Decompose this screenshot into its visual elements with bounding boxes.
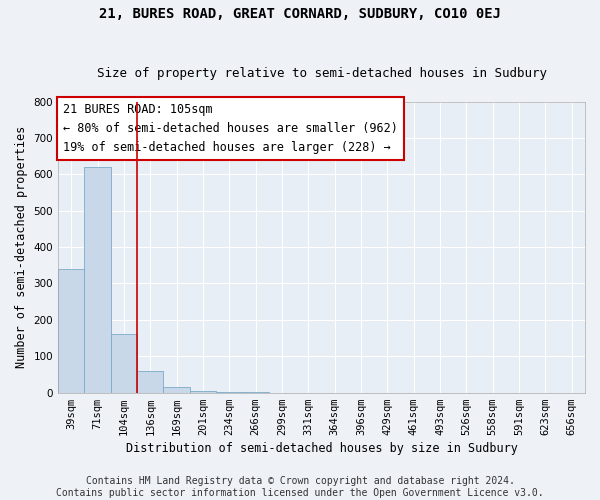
Bar xyxy=(58,269,85,392)
Text: Contains HM Land Registry data © Crown copyright and database right 2024.
Contai: Contains HM Land Registry data © Crown c… xyxy=(56,476,544,498)
X-axis label: Distribution of semi-detached houses by size in Sudbury: Distribution of semi-detached houses by … xyxy=(125,442,517,455)
Text: 21, BURES ROAD, GREAT CORNARD, SUDBURY, CO10 0EJ: 21, BURES ROAD, GREAT CORNARD, SUDBURY, … xyxy=(99,8,501,22)
Text: 21 BURES ROAD: 105sqm
← 80% of semi-detached houses are smaller (962)
19% of sem: 21 BURES ROAD: 105sqm ← 80% of semi-deta… xyxy=(64,103,398,154)
Title: Size of property relative to semi-detached houses in Sudbury: Size of property relative to semi-detach… xyxy=(97,66,547,80)
Bar xyxy=(111,334,137,392)
Bar xyxy=(137,371,163,392)
Bar xyxy=(85,167,111,392)
Y-axis label: Number of semi-detached properties: Number of semi-detached properties xyxy=(15,126,28,368)
Bar xyxy=(163,387,190,392)
Bar xyxy=(190,391,216,392)
